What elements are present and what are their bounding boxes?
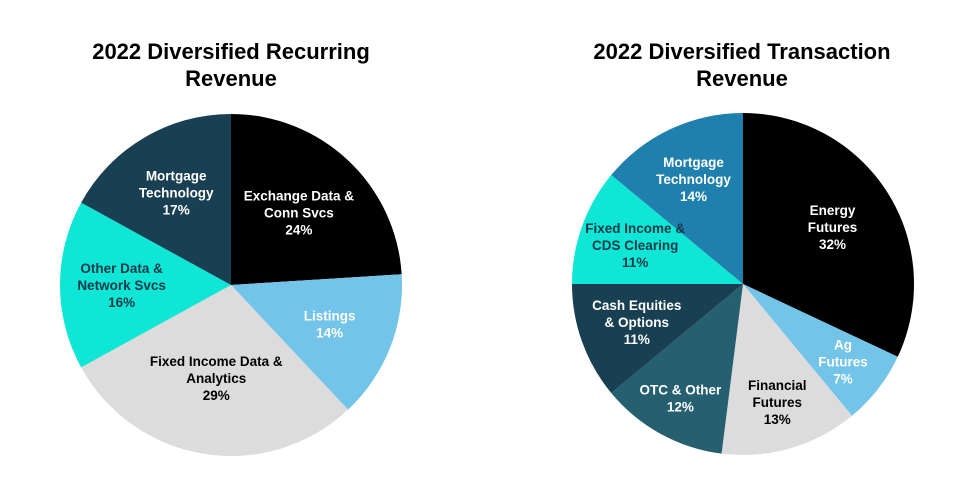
pie-slice [611, 284, 743, 454]
chart-title-transaction: 2022 Diversified Transaction Revenue [532, 38, 952, 92]
slice-label-line: 14% [316, 326, 343, 341]
slice-label: Financial Futures 13% [748, 378, 807, 427]
pie-labels-0: Exchange Data & Conn Svcs 24% Listings 14% Fi… [77, 168, 355, 403]
slice-label-line: 13% [764, 412, 791, 427]
pie-1 [572, 113, 915, 455]
slice-label-line: 29% [203, 388, 230, 403]
slice-label-line: 24% [285, 223, 312, 238]
pie-slice [81, 114, 232, 285]
slice-label-line: CDS Clearing [592, 238, 678, 253]
pie-slice [81, 285, 349, 457]
pie-slice [611, 113, 743, 284]
slice-label-line: OTC & Other [640, 382, 722, 397]
slice-label-line: Technology [656, 172, 731, 187]
slice-label-line: Listings [304, 309, 356, 324]
pie-slice [572, 175, 743, 284]
pie-slice [231, 274, 402, 410]
chart-title-line: 2022 Diversified Recurring [92, 39, 370, 64]
pie-slice [231, 114, 402, 285]
slice-label: Fixed Income & CDS Clearing 11% [585, 221, 685, 270]
slice-label-line: 32% [819, 237, 846, 252]
slice-label-line: Futures [808, 220, 858, 235]
pie-labels-1: Energy Futures 32% Ag Futures 7% Financial Futu… [585, 155, 867, 427]
slice-label: Other Data & Network Svcs 16% [77, 261, 166, 310]
chart-title-line: Revenue [696, 66, 788, 91]
slice-label-line: 11% [622, 255, 648, 270]
slice-label-line: Network Svcs [77, 278, 166, 293]
slice-label: Mortgage Technology 17% [139, 168, 214, 217]
pie-slice [721, 284, 852, 455]
slice-label-line: Analytics [186, 371, 246, 386]
slice-label-line: 16% [108, 295, 135, 310]
slice-label: Cash Equities & Options 11% [592, 298, 681, 347]
slice-label-line: Technology [139, 185, 214, 200]
slice-label-line: 14% [680, 189, 707, 204]
slice-label-line: 12% [667, 399, 694, 414]
slice-label: Mortgage Technology 14% [656, 155, 731, 204]
slice-label: Ag Futures 7% [818, 338, 868, 387]
slice-label: Exchange Data & Conn Svcs 24% [244, 189, 355, 238]
slice-label-line: Energy [810, 203, 856, 218]
slice-label-line: Financial [748, 378, 807, 393]
pie-0 [59, 114, 402, 457]
slice-label: Fixed Income Data & Analytics 29% [150, 354, 283, 403]
slice-label-line: 11% [624, 332, 650, 347]
slice-label: Energy Futures 32% [808, 203, 858, 252]
slice-label-line: 7% [833, 372, 853, 387]
slice-label-line: Exchange Data & [244, 189, 355, 204]
chart-title-line: 2022 Diversified Transaction [593, 39, 891, 64]
slice-label-line: Other Data & [80, 261, 163, 276]
slice-label-line: Conn Svcs [264, 206, 334, 221]
chart-title-recurring: 2022 Diversified Recurring Revenue [21, 38, 441, 92]
slice-label-line: Mortgage [663, 155, 724, 170]
slice-label: Listings 14% [304, 309, 356, 341]
slice-label-line: Mortgage [146, 168, 207, 183]
slice-label: OTC & Other 12% [640, 382, 722, 414]
slice-label-line: Cash Equities [592, 298, 681, 313]
slice-label-line: Fixed Income & [585, 221, 685, 236]
pie-slice [743, 113, 915, 357]
slice-label-line: Fixed Income Data & [150, 354, 283, 369]
pie-slice [743, 284, 898, 416]
slice-label-line: 17% [163, 202, 190, 217]
slice-label-line: Futures [753, 395, 803, 410]
slice-label-line: Ag [834, 338, 852, 353]
pie-slice [572, 284, 743, 393]
slice-label-line: Futures [818, 355, 868, 370]
chart-title-line: Revenue [185, 66, 277, 91]
slice-label-line: & Options [605, 315, 670, 330]
pie-slice [59, 202, 231, 368]
